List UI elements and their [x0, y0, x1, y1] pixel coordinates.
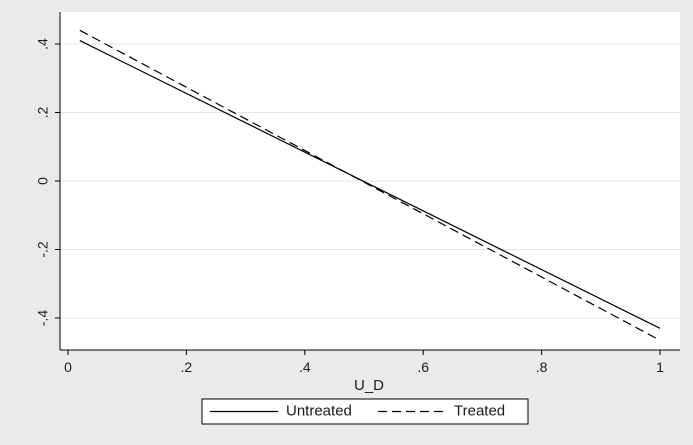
series-lines: [79, 29, 661, 341]
y-tick-label: .2: [35, 106, 51, 118]
x-tick-label: .6: [417, 359, 429, 375]
series-line-treated: [79, 29, 661, 341]
y-tick-label: .4: [35, 38, 51, 50]
x-tick-label: .8: [536, 359, 548, 375]
x-tick-label: 0: [64, 359, 72, 375]
axes: -.4 -.2 0 .2 .4 0 .2 .4 .6 .8 1: [35, 12, 680, 375]
x-tick-label: .2: [181, 359, 193, 375]
x-tick-label: 1: [656, 359, 664, 375]
y-tick-label: -.4: [35, 310, 51, 327]
y-tick-label: 0: [35, 177, 51, 185]
series-line-untreated: [79, 40, 661, 329]
legend-label-treated: Treated: [454, 402, 505, 419]
x-tick-label: .4: [299, 359, 311, 375]
y-tick-label: -.2: [35, 241, 51, 258]
legend-label-untreated: Untreated: [286, 402, 352, 419]
x-axis-title: U_D: [354, 377, 384, 394]
legend: Untreated Treated: [201, 398, 529, 425]
grid-lines: [60, 43, 680, 319]
